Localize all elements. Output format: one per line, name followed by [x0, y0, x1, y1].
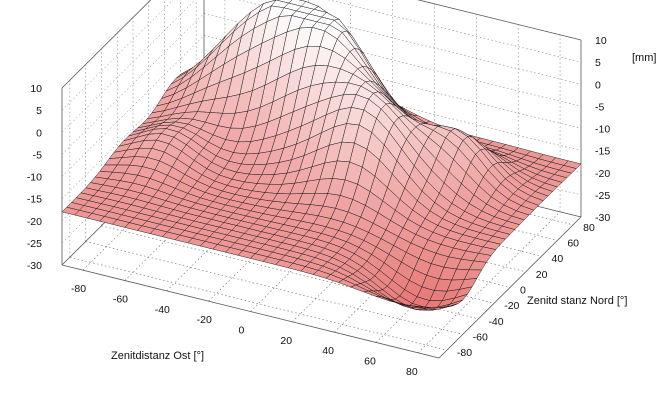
z-tick-label-right: -5 — [595, 101, 604, 113]
y-tick-label: 0 — [520, 285, 526, 297]
x-tick-label: -60 — [113, 294, 128, 306]
z-tick-label-left: 10 — [30, 83, 42, 95]
x-tick-label: 20 — [280, 335, 292, 347]
surface-cell — [426, 307, 444, 310]
z-tick-label-left: -15 — [27, 194, 42, 206]
z-tick-label-right: 0 — [595, 79, 601, 91]
x-axis-ticks: -80 -60 -40 -20 0 20 40 60 80 — [71, 283, 418, 378]
y-tick-label: -80 — [457, 347, 472, 359]
z-tick-label-right: -10 — [595, 124, 610, 136]
y-tick-label: 80 — [583, 222, 595, 234]
x-tick-label: -20 — [197, 314, 212, 326]
floor-grid-line — [417, 211, 561, 354]
x-tick-label: 80 — [406, 366, 418, 378]
surface-mesh — [61, 0, 582, 311]
left-wall-grid-line — [61, 57, 205, 199]
left-wall-grid-line — [61, 0, 151, 89]
x-axis-label: Zenitdistanz Ost [°] — [111, 350, 204, 362]
x-tick-label: -80 — [71, 283, 86, 295]
y-tick-label: -20 — [504, 300, 519, 312]
z-tick-label-left: -20 — [27, 216, 42, 228]
x-tick-label: 60 — [364, 356, 376, 368]
z-tick-label-left: -25 — [27, 238, 42, 250]
z-axis-right-ticks: 10 5 0 -5 -10 -15 -20 -25 -30 — [595, 35, 610, 224]
x-tick-label: 0 — [239, 325, 245, 337]
z-tick-label-right: -30 — [595, 212, 610, 224]
x-tick-label: 40 — [322, 345, 334, 357]
z-axis-label: [mm] — [632, 52, 656, 64]
x-tick-label: -40 — [155, 304, 170, 316]
floor-grid-line — [85, 241, 463, 335]
y-tick-label: -40 — [488, 316, 503, 328]
z-tick-label-right: -15 — [595, 146, 610, 158]
y-tick-label: -60 — [473, 332, 488, 344]
z-tick-label-right: 10 — [595, 35, 607, 47]
z-tick-label-left: -30 — [27, 260, 42, 272]
left-wall-grid-line — [61, 35, 205, 177]
y-tick-label: 40 — [552, 253, 564, 265]
floor-grid-line — [69, 256, 447, 351]
z-tick-label-right: -20 — [595, 168, 610, 180]
left-wall-grid-line — [61, 0, 196, 133]
left-wall-grid-line — [61, 0, 174, 111]
y-axis-label: Zenitd stanz Nord [°] — [527, 295, 627, 307]
left-wall-grid-line — [61, 13, 205, 155]
y-tick-label: 20 — [536, 269, 548, 281]
z-tick-label-right: -25 — [595, 190, 610, 202]
floor-grid-line — [101, 225, 479, 320]
z-axis-left-ticks: 10 5 0 -5 -10 -15 -20 -25 -30 — [27, 83, 42, 272]
z-tick-label-left: 5 — [36, 105, 42, 117]
z-tick-label-left: -10 — [27, 172, 42, 184]
y-tick-label: 60 — [567, 238, 579, 250]
z-tick-label-left: 0 — [36, 127, 42, 139]
z-tick-label-left: -5 — [33, 149, 42, 161]
z-tick-label-right: 5 — [595, 57, 601, 69]
